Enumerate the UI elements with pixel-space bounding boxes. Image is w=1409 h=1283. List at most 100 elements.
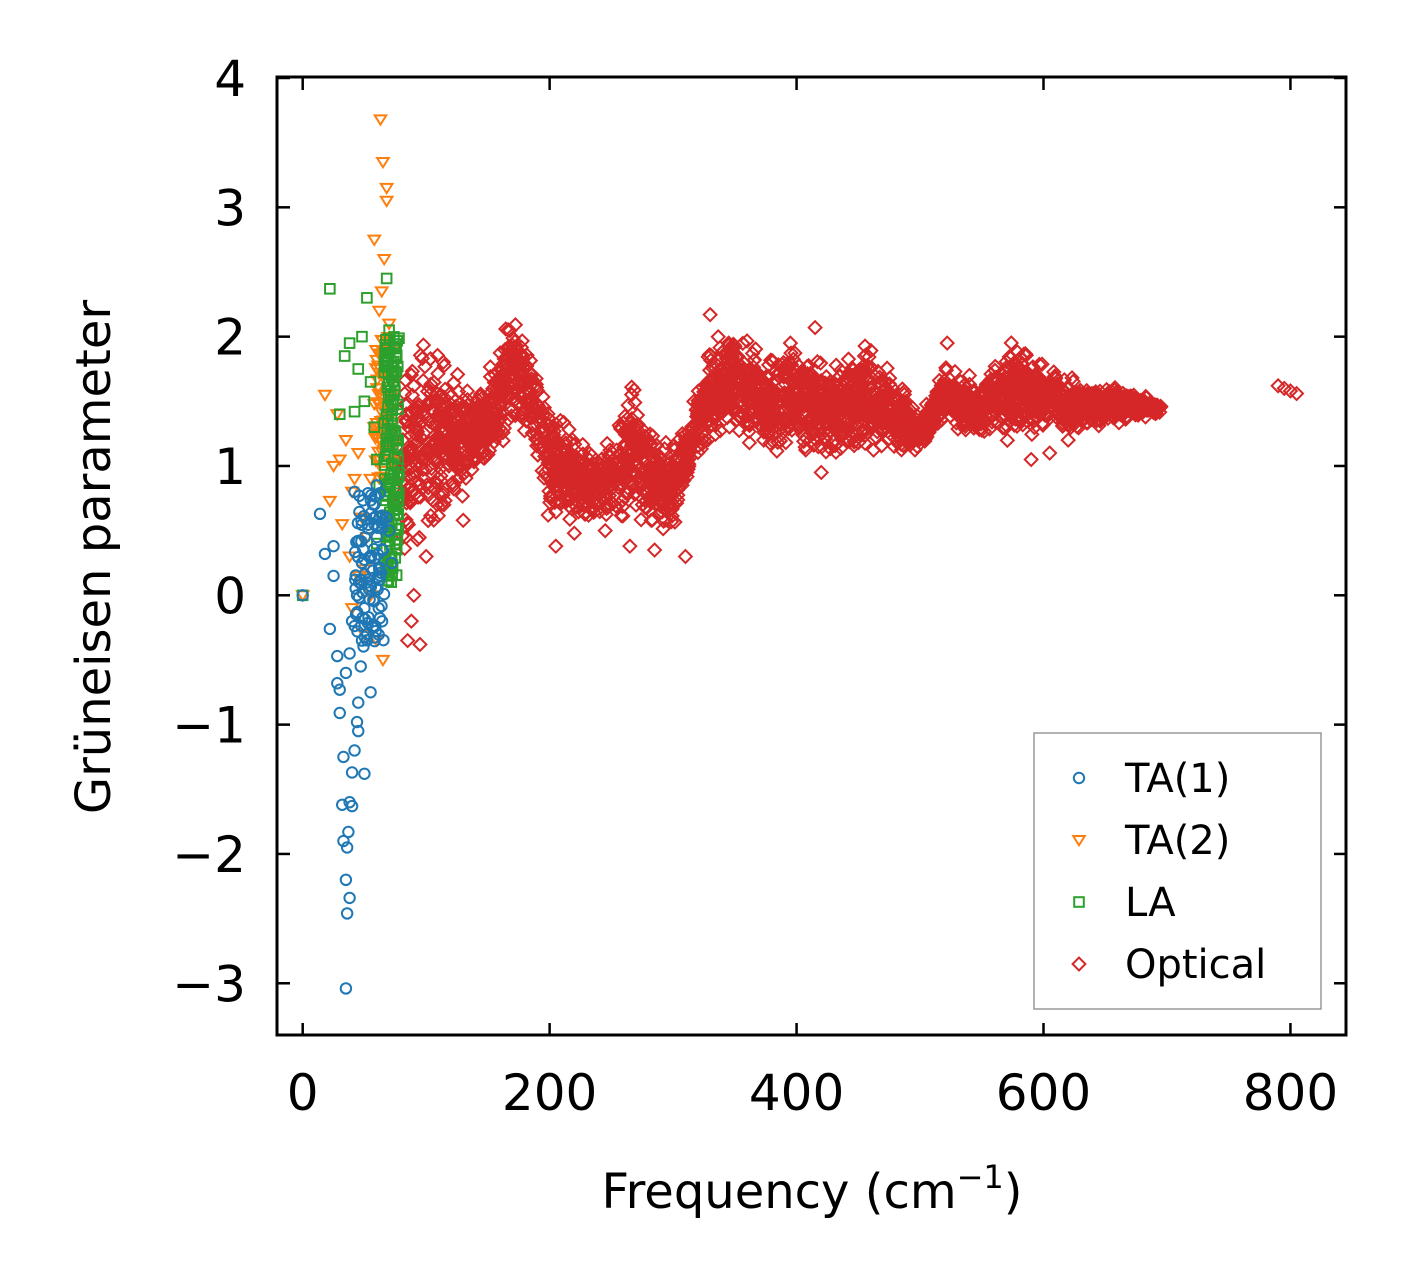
x-axis-label-superscript: −1 bbox=[957, 1158, 1004, 1196]
optical-point bbox=[681, 444, 698, 461]
optical-point bbox=[877, 406, 894, 422]
optical-point bbox=[1011, 381, 1028, 397]
x-tick-label: 400 bbox=[749, 1064, 844, 1122]
optical-point bbox=[814, 410, 831, 426]
optical-point bbox=[873, 404, 890, 420]
optical-point bbox=[412, 636, 428, 653]
optical-point bbox=[1070, 392, 1087, 409]
optical-point bbox=[490, 423, 506, 440]
optical-point bbox=[577, 506, 593, 522]
optical-point bbox=[961, 367, 978, 384]
optical-point bbox=[809, 353, 826, 370]
optical-point bbox=[812, 355, 829, 371]
ta1-point bbox=[369, 581, 383, 594]
optical-point bbox=[627, 436, 644, 452]
ta1-point bbox=[375, 599, 388, 613]
optical-point bbox=[744, 345, 761, 362]
optical-point bbox=[741, 434, 758, 451]
ta2-point bbox=[366, 234, 382, 247]
ta1-point bbox=[352, 724, 365, 738]
optical-point bbox=[789, 392, 806, 409]
optical-point bbox=[830, 434, 846, 451]
optical-point bbox=[734, 373, 750, 390]
ta2-point bbox=[362, 473, 379, 487]
optical-point bbox=[774, 394, 791, 410]
ta1-point bbox=[361, 616, 375, 630]
optical-point bbox=[746, 351, 763, 368]
optical-point bbox=[436, 357, 453, 374]
optical-point bbox=[508, 360, 525, 376]
la-point bbox=[343, 337, 356, 349]
ta1-point bbox=[352, 591, 366, 604]
optical-point bbox=[591, 455, 608, 472]
ta2-point bbox=[375, 157, 391, 170]
optical-point bbox=[1039, 406, 1056, 423]
optical-point bbox=[452, 456, 469, 472]
optical-point bbox=[687, 423, 703, 440]
optical-point bbox=[495, 432, 511, 449]
optical-point bbox=[1023, 451, 1039, 468]
optical-point bbox=[983, 406, 999, 423]
ta2-point bbox=[350, 447, 366, 461]
legend: TA(1) TA(2) LA Optical bbox=[1033, 732, 1322, 1010]
optical-point bbox=[986, 384, 1003, 400]
optical-point bbox=[436, 412, 452, 429]
optical-point bbox=[859, 425, 875, 441]
optical-point bbox=[702, 306, 718, 323]
tick-layer bbox=[278, 76, 1346, 1035]
optical-point bbox=[1100, 390, 1116, 407]
optical-point bbox=[946, 397, 962, 414]
optical-point bbox=[933, 377, 950, 394]
optical-point bbox=[655, 513, 672, 530]
optical-point bbox=[411, 529, 428, 546]
optical-point bbox=[616, 450, 632, 466]
optical-point bbox=[814, 439, 830, 455]
optical-point bbox=[975, 414, 992, 431]
optical-point bbox=[414, 481, 430, 497]
optical-point bbox=[534, 419, 551, 435]
optical-point bbox=[849, 402, 866, 419]
optical-point bbox=[894, 405, 910, 422]
legend-marker-optical bbox=[1071, 956, 1087, 972]
optical-point bbox=[782, 335, 799, 351]
optical-point bbox=[574, 471, 590, 487]
optical-point bbox=[441, 429, 458, 446]
optical-point bbox=[970, 416, 987, 432]
optical-point bbox=[530, 447, 546, 463]
optical-point bbox=[973, 422, 990, 438]
ta1-point bbox=[376, 521, 389, 535]
optical-point bbox=[544, 459, 561, 475]
optical-point bbox=[598, 500, 615, 517]
optical-point bbox=[613, 507, 630, 524]
ta2-point bbox=[367, 433, 383, 446]
optical-point bbox=[1007, 368, 1024, 384]
optical-point bbox=[778, 434, 794, 451]
optical-point bbox=[624, 478, 641, 495]
optical-point bbox=[1057, 406, 1074, 423]
ta1-point bbox=[385, 556, 398, 570]
optical-point bbox=[399, 632, 416, 649]
optical-point bbox=[889, 394, 905, 410]
optical-point bbox=[731, 422, 747, 439]
optical-point bbox=[601, 448, 617, 465]
optical-point bbox=[719, 409, 736, 426]
optical-point bbox=[436, 449, 453, 466]
ta1-point bbox=[377, 633, 390, 647]
tick-label-layer: 0 200 400 600 800 −3 −2 −1 0 1 2 3 4 bbox=[172, 50, 1338, 1122]
optical-point bbox=[1008, 363, 1025, 380]
y-tick-label: −1 bbox=[172, 697, 246, 755]
optical-point bbox=[1014, 416, 1031, 433]
optical-point bbox=[850, 399, 867, 415]
optical-point bbox=[827, 417, 843, 434]
ta1-point bbox=[349, 573, 362, 586]
optical-point bbox=[654, 491, 671, 508]
legend-label: TA(1) bbox=[1124, 756, 1230, 802]
y-tick-label: −3 bbox=[172, 955, 246, 1013]
optical-point bbox=[632, 432, 649, 449]
optical-point bbox=[446, 481, 462, 497]
optical-point bbox=[834, 391, 851, 408]
optical-point bbox=[428, 394, 444, 410]
optical-point bbox=[636, 484, 652, 500]
optical-point bbox=[476, 444, 492, 461]
la-point bbox=[380, 272, 393, 285]
